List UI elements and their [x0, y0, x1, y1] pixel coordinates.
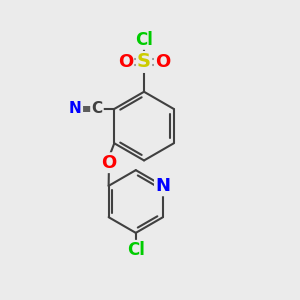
Text: O: O [118, 53, 133, 71]
Text: O: O [155, 53, 170, 71]
Text: N: N [69, 101, 82, 116]
Text: O: O [101, 154, 116, 172]
Text: Cl: Cl [135, 31, 153, 49]
Text: S: S [137, 52, 151, 71]
Text: C: C [92, 101, 103, 116]
Text: N: N [155, 177, 170, 195]
Text: Cl: Cl [127, 241, 145, 259]
